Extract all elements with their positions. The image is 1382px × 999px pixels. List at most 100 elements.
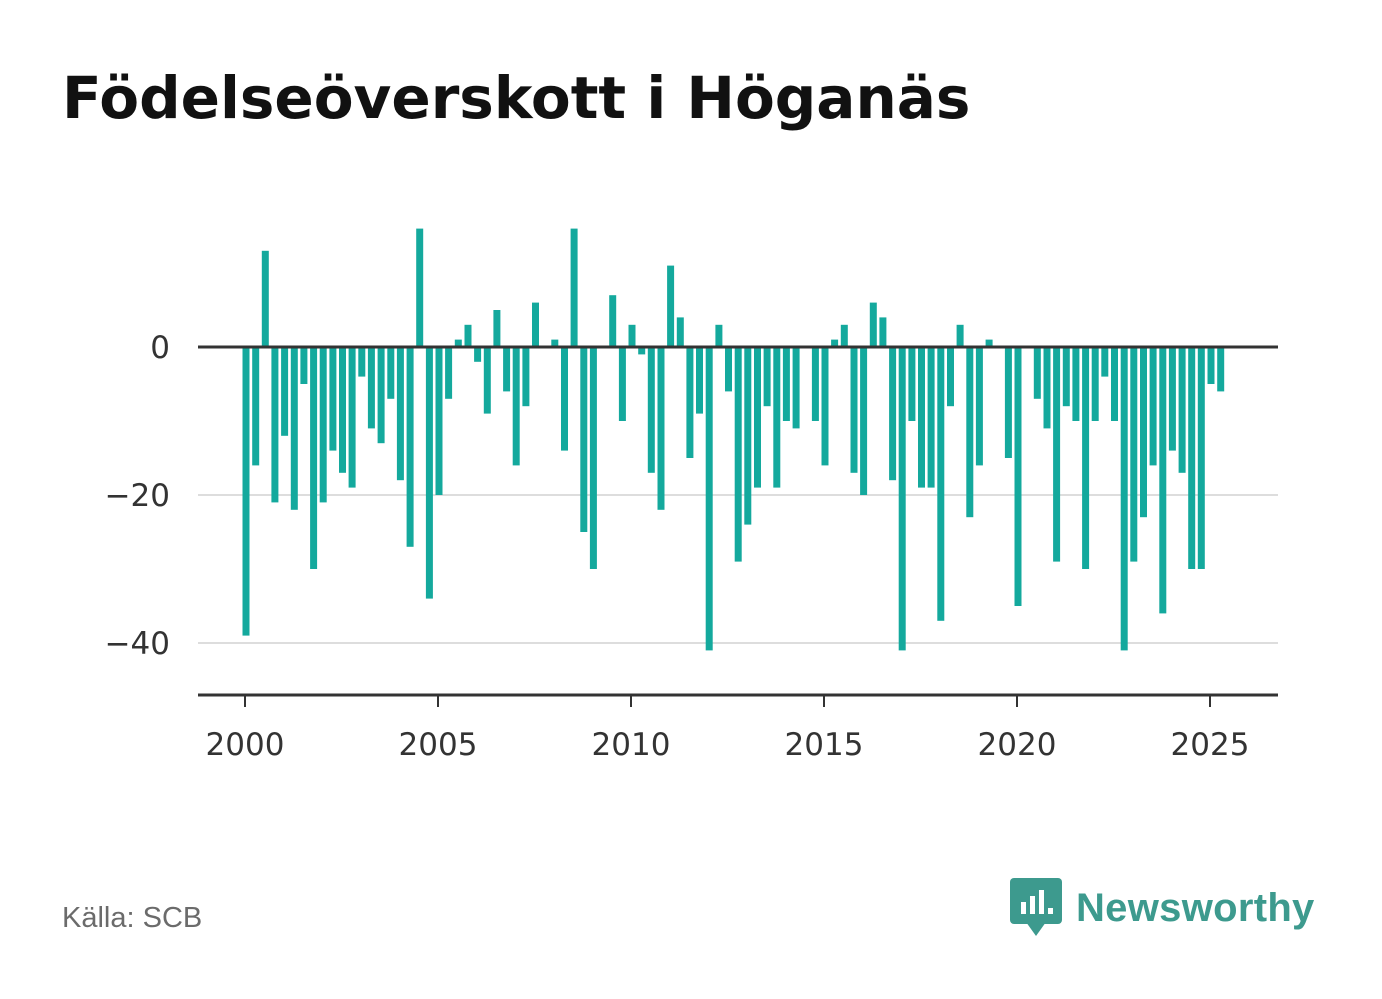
bar [1140, 347, 1147, 518]
bar [416, 228, 424, 347]
bar [1033, 347, 1041, 399]
bar [358, 347, 366, 377]
bar [1207, 347, 1215, 384]
bar [696, 347, 703, 414]
x-tick-label: 2000 [206, 727, 285, 763]
bar [1053, 347, 1061, 562]
chart-title: Födelseöverskott i Höganäs [62, 64, 971, 132]
bar [754, 347, 761, 488]
bars [242, 228, 1225, 651]
newsworthy-logo-icon [1010, 878, 1062, 936]
bar [657, 347, 665, 510]
bar [1014, 347, 1022, 606]
bar [348, 347, 356, 488]
brand-name: Newsworthy [1076, 885, 1315, 930]
bar [609, 295, 617, 347]
bar [367, 347, 375, 429]
bar [840, 324, 848, 347]
x-tick-label: 2010 [592, 727, 671, 763]
bar [908, 347, 916, 421]
bar [300, 347, 308, 384]
bar [512, 347, 520, 466]
bar [667, 265, 675, 347]
bar [889, 347, 897, 481]
bar [454, 339, 462, 347]
bar [290, 347, 298, 510]
bar [551, 339, 559, 347]
bar [927, 347, 935, 488]
bar [242, 347, 250, 636]
bar [763, 347, 771, 407]
bar [860, 347, 868, 495]
bar [377, 347, 385, 444]
bar [1168, 347, 1176, 451]
bar [396, 347, 404, 481]
y-tick-label: 0 [150, 330, 170, 366]
bar [271, 347, 279, 503]
bar [445, 347, 453, 399]
bar [1091, 347, 1099, 421]
bar [638, 347, 646, 355]
bar [425, 347, 433, 599]
bar [792, 347, 800, 429]
bar [387, 347, 395, 399]
y-tick-label: −20 [105, 478, 170, 514]
bar [618, 347, 626, 421]
bar [831, 339, 839, 347]
bar [869, 302, 877, 347]
bar [782, 347, 790, 421]
bar [1004, 347, 1012, 458]
bar [628, 324, 636, 347]
bar [676, 317, 684, 347]
bar [589, 347, 597, 569]
bar [435, 347, 443, 495]
bar [1072, 347, 1080, 421]
bar [1197, 347, 1205, 569]
bar [1188, 347, 1196, 569]
bar [898, 347, 906, 651]
bar [715, 324, 723, 347]
y-tick-label: −40 [105, 626, 170, 662]
bar [406, 347, 414, 547]
bar [532, 302, 539, 347]
axes [198, 345, 1278, 697]
bar [1082, 347, 1090, 569]
bar [734, 347, 742, 562]
bar [744, 347, 752, 525]
bar [1149, 347, 1157, 466]
y-tick-labels: 0 −20 −40 [105, 330, 170, 662]
bar [773, 347, 781, 488]
bar [1120, 347, 1128, 651]
bar [580, 347, 588, 532]
bar [937, 347, 945, 621]
bar [811, 347, 819, 421]
bar [985, 339, 993, 347]
bar [493, 310, 501, 347]
bar [319, 347, 327, 503]
bar [647, 347, 655, 473]
bar [686, 347, 694, 458]
bar [956, 324, 964, 347]
bar [1217, 347, 1225, 392]
bar [310, 347, 318, 569]
bar [483, 347, 491, 414]
bar [966, 347, 974, 518]
bar [561, 347, 568, 451]
x-axis-ticks: 2000 2005 2010 2015 2020 2025 [206, 695, 1250, 763]
bar [918, 347, 925, 488]
bar [339, 347, 346, 473]
bar [474, 347, 482, 362]
source-note: Källa: SCB [62, 902, 203, 934]
bar [975, 347, 983, 466]
x-tick-label: 2005 [399, 727, 478, 763]
bar [1130, 347, 1138, 562]
x-tick-label: 2015 [785, 727, 864, 763]
bar [821, 347, 829, 466]
bar [879, 317, 887, 347]
bar [1043, 347, 1051, 429]
bar [522, 347, 530, 407]
bar [1159, 347, 1167, 614]
bar [503, 347, 511, 392]
x-tick-label: 2025 [1171, 727, 1250, 763]
